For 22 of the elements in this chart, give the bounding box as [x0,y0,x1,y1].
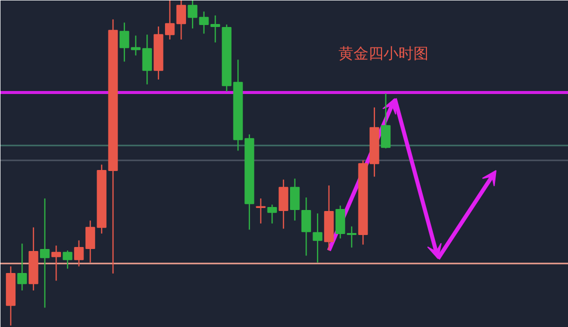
candlestick [120,22,130,62]
candlestick [62,250,72,270]
candlestick [346,226,356,248]
text: 黄金四小时图 [338,44,428,63]
candlestick [278,179,288,230]
candlestick [51,244,62,282]
candlestick [142,34,152,85]
candlestick [301,196,312,256]
candlestick [40,198,50,308]
candlestick [74,240,84,267]
candlestick [312,212,322,264]
candlestick [267,204,277,224]
candlestick [85,220,96,264]
candlestick [130,35,141,56]
candlestick [199,10,209,34]
candlestick [210,14,220,44]
candlestick [256,198,266,224]
candlestick [176,0,186,40]
candlestick [17,243,27,292]
candlestick [290,178,300,222]
candlestick [380,92,391,149]
candlestick [188,0,198,30]
